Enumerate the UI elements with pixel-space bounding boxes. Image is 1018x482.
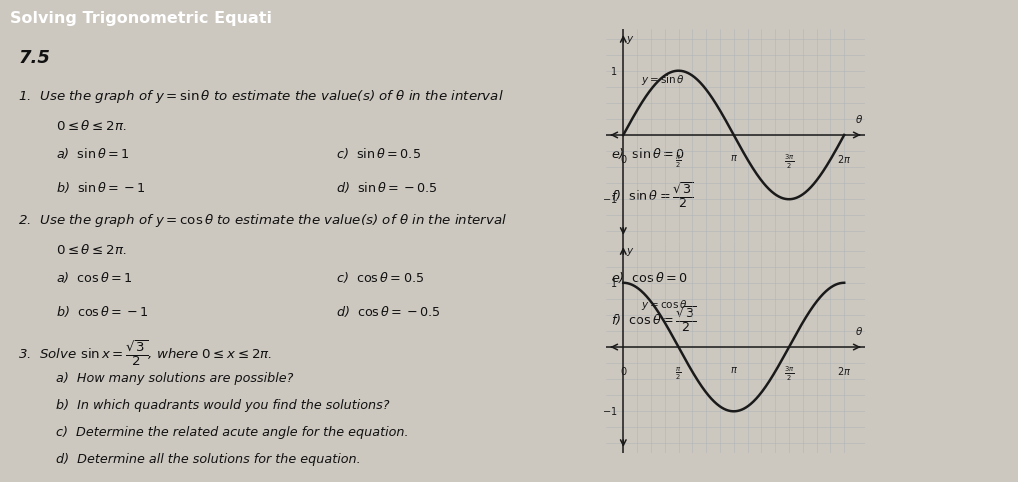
Text: d)  $\sin\theta = -0.5$: d) $\sin\theta = -0.5$: [336, 180, 438, 195]
Text: d)  Determine all the solutions for the equation.: d) Determine all the solutions for the e…: [56, 453, 360, 466]
Text: $2\pi$: $2\pi$: [837, 153, 851, 165]
Text: b)  In which quadrants would you find the solutions?: b) In which quadrants would you find the…: [56, 399, 390, 412]
Text: c)  $\sin\theta = 0.5$: c) $\sin\theta = 0.5$: [336, 146, 420, 161]
Text: $0 \leq \theta \leq 2\pi$.: $0 \leq \theta \leq 2\pi$.: [56, 119, 126, 133]
Text: 2.  Use the graph of $y = \cos\theta$ to estimate the value(s) of $\theta$ in th: 2. Use the graph of $y = \cos\theta$ to …: [18, 212, 507, 228]
Text: $2\pi$: $2\pi$: [837, 365, 851, 377]
Text: e)  $\cos\theta = 0$: e) $\cos\theta = 0$: [611, 270, 688, 285]
Text: $0 \leq \theta \leq 2\pi$.: $0 \leq \theta \leq 2\pi$.: [56, 243, 126, 257]
Text: $y = \sin\theta$: $y = \sin\theta$: [641, 73, 685, 87]
Text: a)  $\cos\theta = 1$: a) $\cos\theta = 1$: [56, 270, 133, 285]
Text: $\frac{\pi}{2}$: $\frac{\pi}{2}$: [675, 365, 682, 382]
Text: $\pi$: $\pi$: [730, 153, 738, 163]
Text: $\theta$: $\theta$: [855, 325, 863, 337]
Text: $y$: $y$: [626, 246, 634, 258]
Text: $1$: $1$: [610, 277, 617, 289]
Text: $y$: $y$: [626, 34, 634, 46]
Text: $y = \cos\theta$: $y = \cos\theta$: [641, 298, 687, 312]
Text: f)  $\sin\theta = \dfrac{\sqrt{3}}{2}$: f) $\sin\theta = \dfrac{\sqrt{3}}{2}$: [611, 180, 693, 210]
Text: $\frac{3\pi}{2}$: $\frac{3\pi}{2}$: [784, 365, 794, 383]
Text: a)  How many solutions are possible?: a) How many solutions are possible?: [56, 372, 293, 385]
Text: Solving Trigonometric Equati: Solving Trigonometric Equati: [9, 11, 272, 26]
Text: 1.  Use the graph of $y = \sin\theta$ to estimate the value(s) of $\theta$ in th: 1. Use the graph of $y = \sin\theta$ to …: [18, 88, 504, 105]
Text: 3.  Solve $\sin x = \dfrac{\sqrt{3}}{2}$, where $0 \leq x \leq 2\pi$.: 3. Solve $\sin x = \dfrac{\sqrt{3}}{2}$,…: [18, 338, 273, 368]
Text: d)  $\cos\theta = -0.5$: d) $\cos\theta = -0.5$: [336, 304, 441, 319]
Text: $\theta$: $\theta$: [855, 113, 863, 125]
Text: f)  $\cos\theta = \dfrac{\sqrt{3}}{2}$: f) $\cos\theta = \dfrac{\sqrt{3}}{2}$: [611, 304, 696, 334]
Text: $\frac{\pi}{2}$: $\frac{\pi}{2}$: [675, 153, 682, 170]
Text: c)  Determine the related acute angle for the equation.: c) Determine the related acute angle for…: [56, 426, 408, 439]
Text: $\pi$: $\pi$: [730, 365, 738, 375]
Text: e)  $\sin\theta = 0$: e) $\sin\theta = 0$: [611, 146, 685, 161]
Text: $0$: $0$: [620, 153, 627, 165]
Text: c)  $\cos\theta = 0.5$: c) $\cos\theta = 0.5$: [336, 270, 425, 285]
Text: $-1$: $-1$: [602, 405, 617, 417]
Text: b)  $\cos\theta = -1$: b) $\cos\theta = -1$: [56, 304, 149, 319]
Text: $-1$: $-1$: [602, 193, 617, 205]
Text: $1$: $1$: [610, 65, 617, 77]
Text: $\frac{3\pi}{2}$: $\frac{3\pi}{2}$: [784, 153, 794, 171]
Text: b)  $\sin\theta = -1$: b) $\sin\theta = -1$: [56, 180, 146, 195]
Text: a)  $\sin\theta = 1$: a) $\sin\theta = 1$: [56, 146, 129, 161]
Text: 7.5: 7.5: [18, 49, 50, 67]
Text: $0$: $0$: [620, 365, 627, 377]
